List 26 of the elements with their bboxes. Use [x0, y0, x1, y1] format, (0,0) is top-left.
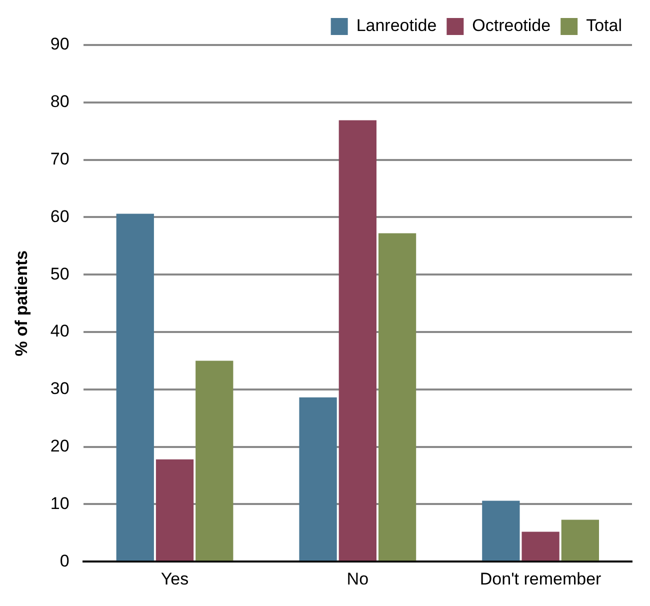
bar [156, 459, 194, 561]
bar [196, 360, 234, 561]
bar [116, 214, 154, 561]
x-tick-label: Don't remember [480, 569, 602, 588]
y-tick-label: 10 [50, 494, 70, 513]
x-tick-label: No [346, 569, 369, 588]
y-tick-label: 50 [50, 264, 70, 284]
x-tick-label: Yes [160, 569, 189, 588]
y-tick-label: 90 [50, 34, 70, 54]
bar [299, 397, 337, 561]
bar [561, 520, 600, 561]
y-tick-label: 70 [50, 149, 70, 168]
bar [378, 233, 416, 561]
legend-label: Lanreotide [356, 16, 437, 36]
y-tick-label: 0 [60, 551, 70, 570]
legend-label: Octreotide [472, 16, 551, 36]
y-tick-label: 80 [50, 92, 70, 112]
y-axis-title: % of patients [12, 250, 31, 356]
bar [338, 120, 376, 561]
y-tick-label: 20 [50, 436, 70, 456]
bar [522, 532, 560, 561]
y-tick-label: 30 [50, 379, 70, 398]
legend-label: Total [586, 16, 622, 36]
y-tick-label: 40 [50, 322, 70, 341]
y-tick-label: 60 [50, 206, 70, 226]
bar [482, 500, 520, 561]
